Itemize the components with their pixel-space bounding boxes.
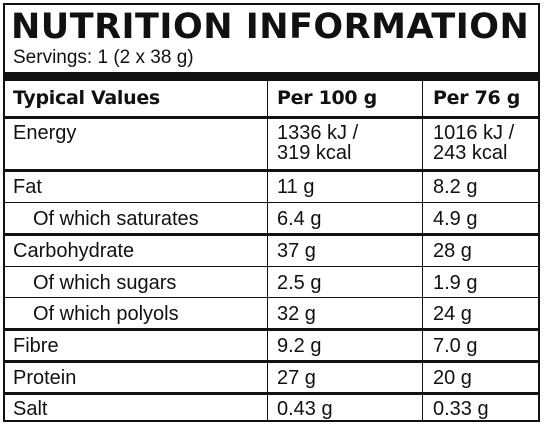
row-fibre-serving: 7.0 g (433, 335, 478, 357)
divider-after-carbohydrate (5, 266, 538, 267)
divider-after-protein (5, 392, 538, 395)
divider-after-saturates (5, 233, 538, 236)
row-fat-name: Fat (13, 176, 42, 198)
row-protein-serving: 20 g (433, 367, 472, 389)
row-saturates-serving: 4.9 g (433, 208, 478, 230)
row-polyols-per100: 32 g (277, 303, 316, 325)
divider-after-fat (5, 202, 538, 203)
row-carbohydrate-name: Carbohydrate (13, 240, 135, 262)
header-typical-values: Typical Values (13, 87, 160, 109)
row-salt-per100: 0.43 g (277, 398, 333, 420)
row-saturates-per100: 6.4 g (277, 208, 322, 230)
servings-text: Servings: 1 (2 x 38 g) (13, 47, 194, 68)
header-divider-thick (5, 72, 538, 81)
row-fat-serving: 8.2 g (433, 176, 478, 198)
header-divider (5, 116, 538, 119)
row-fibre-name: Fibre (13, 335, 59, 357)
divider-after-fibre (5, 360, 538, 363)
row-salt-serving: 0.33 g (433, 398, 489, 420)
row-salt-name: Salt (13, 398, 48, 420)
row-protein-name: Protein (13, 367, 77, 389)
row-energy-serving-kj: 1016 kJ / (433, 122, 515, 144)
row-protein-per100: 27 g (277, 367, 316, 389)
column-separator-1 (267, 81, 268, 420)
divider-after-sugars (5, 297, 538, 298)
row-energy-name: Energy (13, 122, 77, 144)
nutrition-panel: NUTRITION INFORMATION Servings: 1 (2 x 3… (3, 3, 540, 422)
header-per-100g: Per 100 g (277, 87, 377, 109)
row-energy-per100-kj: 1336 kJ / (277, 122, 359, 144)
row-sugars-name: Of which sugars (33, 272, 177, 294)
row-carbohydrate-serving: 28 g (433, 240, 472, 262)
header-per-serving: Per 76 g (433, 87, 521, 109)
row-fat-per100: 11 g (277, 176, 315, 198)
row-carbohydrate-per100: 37 g (277, 240, 316, 262)
column-separator-2 (422, 81, 423, 420)
divider-after-polyols (5, 328, 538, 331)
row-energy-serving-kcal: 243 kcal (433, 142, 508, 164)
row-sugars-serving: 1.9 g (433, 272, 478, 294)
divider-after-energy (5, 169, 538, 172)
row-saturates-name: Of which saturates (33, 208, 199, 230)
row-fibre-per100: 9.2 g (277, 335, 322, 357)
row-sugars-per100: 2.5 g (277, 272, 322, 294)
row-polyols-serving: 24 g (433, 303, 472, 325)
row-polyols-name: Of which polyols (33, 303, 179, 325)
row-energy-per100-kcal: 319 kcal (277, 142, 352, 164)
panel-title: NUTRITION INFORMATION (11, 7, 530, 47)
